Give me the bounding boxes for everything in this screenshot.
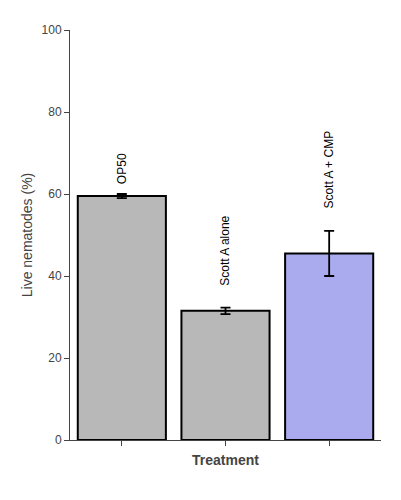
svg-text:Live nematodes (%): Live nematodes (%) [19,173,35,298]
svg-text:40: 40 [48,269,62,283]
svg-text:Scott A alone: Scott A alone [218,215,232,285]
svg-text:OP50: OP50 [115,153,129,184]
svg-text:Treatment: Treatment [192,452,259,468]
svg-text:100: 100 [42,23,62,37]
svg-text:80: 80 [48,105,62,119]
svg-text:Scott A + CMP: Scott A + CMP [322,131,336,209]
svg-text:60: 60 [48,187,62,201]
svg-text:0: 0 [55,433,62,447]
svg-text:20: 20 [48,351,62,365]
